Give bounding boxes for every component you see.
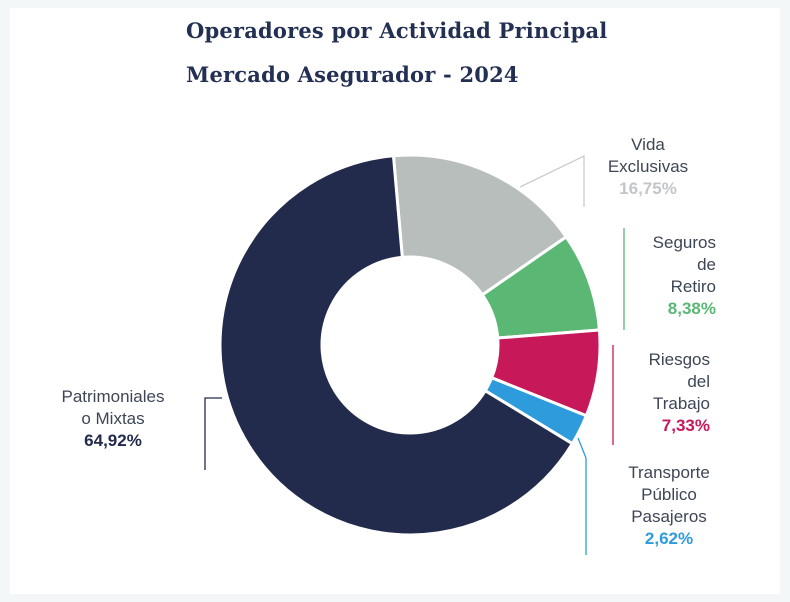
slice-patrimoniales-o-mixtas bbox=[218, 154, 575, 537]
leader-line-vida-exclusivas bbox=[519, 154, 585, 207]
slice-label-seguros-de-retiro: Seguros de Retiro 8,38% bbox=[653, 233, 716, 318]
slice-label-line: Público bbox=[641, 485, 697, 504]
slice-vida-exclusivas bbox=[391, 153, 569, 297]
leader-line-patrimoniales-o-mixtas bbox=[204, 397, 222, 470]
slice-percent-label: 7,33% bbox=[662, 416, 710, 435]
slice-label-line: Riesgos bbox=[649, 350, 710, 369]
leader-line-transporte-publico-pasajeros bbox=[577, 437, 587, 555]
slice-label-transporte-publico-pasajeros: Transporte Público Pasajeros 2,62% bbox=[628, 463, 710, 548]
slice-label-line: o Mixtas bbox=[81, 409, 144, 428]
slice-label-line: Exclusivas bbox=[608, 157, 688, 176]
slice-label-line: Trabajo bbox=[653, 394, 710, 413]
slice-label-line: Retiro bbox=[671, 277, 716, 296]
slice-label-line: Transporte bbox=[628, 463, 710, 482]
slice-label-riesgos-del-trabajo: Riesgos del Trabajo 7,33% bbox=[649, 350, 710, 435]
chart-title: Operadores por Actividad Principal bbox=[186, 18, 608, 43]
slice-percent-label: 2,62% bbox=[645, 529, 693, 548]
slice-label-line: de bbox=[697, 255, 716, 274]
leader-lines-group bbox=[204, 154, 625, 555]
labels-group: Vida Exclusivas 16,75% Seguros de Retiro 8,38%… bbox=[62, 135, 717, 548]
chart-subtitle: Mercado Asegurador - 2024 bbox=[186, 62, 519, 87]
slice-label-line: Vida bbox=[631, 135, 665, 154]
slice-percent-label: 64,92% bbox=[84, 431, 142, 450]
slices-group bbox=[218, 153, 602, 537]
slice-label-line: Pasajeros bbox=[631, 507, 707, 526]
slice-label-patrimoniales-o-mixtas: Patrimoniales o Mixtas 64,92% bbox=[62, 387, 165, 450]
slice-label-vida-exclusivas: Vida Exclusivas 16,75% bbox=[608, 135, 688, 198]
slice-percent-label: 8,38% bbox=[668, 299, 716, 318]
slice-label-line: del bbox=[687, 372, 710, 391]
slice-percent-label: 16,75% bbox=[619, 179, 677, 198]
slice-label-line: Seguros bbox=[653, 233, 716, 252]
slice-label-line: Patrimoniales bbox=[62, 387, 165, 406]
